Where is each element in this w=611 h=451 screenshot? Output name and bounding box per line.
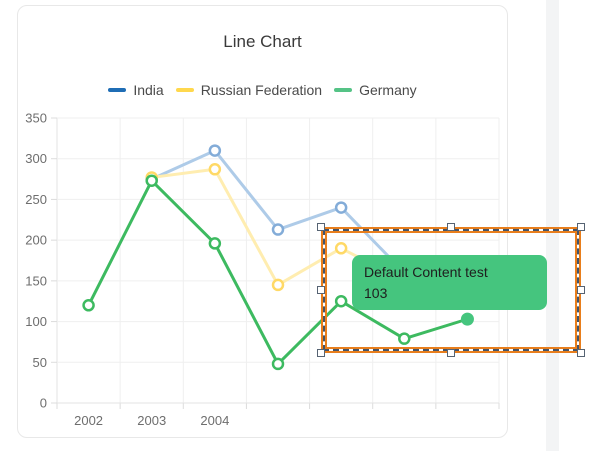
selection-handle-s[interactable]: [447, 349, 455, 357]
legend-swatch-india: [108, 88, 127, 92]
chart-title: Line Chart: [223, 32, 302, 51]
annotation-tooltip[interactable]: Default Content test 103: [352, 255, 547, 310]
selection-handle-sw[interactable]: [317, 349, 325, 357]
legend-swatch-germany: [334, 88, 353, 92]
annotation-text-line-1: Default Content test: [364, 264, 488, 280]
selection-handle-nw[interactable]: [317, 223, 325, 231]
selection-handle-n[interactable]: [447, 223, 455, 231]
legend-swatch-russian-federation: [175, 88, 194, 92]
legend-label-india: India: [133, 82, 164, 98]
selection-handle-ne[interactable]: [577, 223, 585, 231]
chart-card: Line Chart India Russian Federation Germ…: [17, 5, 508, 438]
legend-item-germany[interactable]: Germany: [334, 82, 417, 98]
chart-legend: India Russian Federation Germany: [18, 82, 507, 98]
scrollbar-track[interactable]: [546, 0, 559, 451]
annotation-text-line-2: 103: [364, 285, 388, 301]
selection-handle-se[interactable]: [577, 349, 585, 357]
legend-item-india[interactable]: India: [108, 82, 164, 98]
selection-handle-e[interactable]: [577, 286, 585, 294]
legend-label-germany: Germany: [359, 82, 417, 98]
legend-item-russian-federation[interactable]: Russian Federation: [175, 82, 323, 98]
legend-label-russian-federation: Russian Federation: [200, 82, 323, 98]
selection-handle-w[interactable]: [317, 286, 325, 294]
